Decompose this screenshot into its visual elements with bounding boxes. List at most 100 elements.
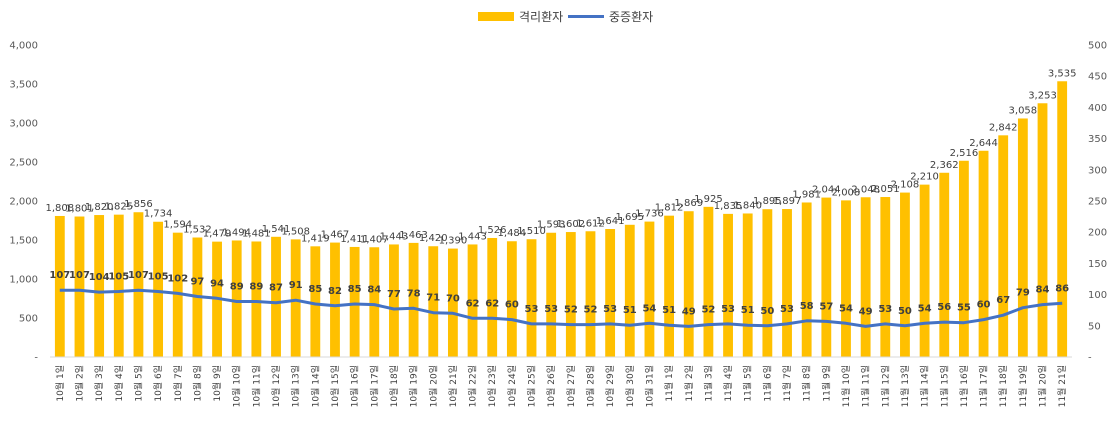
line-value-label: 86 bbox=[1055, 283, 1069, 294]
bar-value-label: 1,508 bbox=[281, 226, 310, 237]
bar-value-label: 1,812 bbox=[655, 203, 684, 214]
y-axis-left: - 500 1,000 1,500 2,000 2,500 3,000 3,500 4,000 bbox=[9, 41, 38, 364]
line-value-label: 78 bbox=[407, 288, 421, 299]
line-value-label: 53 bbox=[878, 304, 892, 315]
y-left-tick-label: 500 bbox=[19, 314, 38, 325]
bar-value-label: 1,443 bbox=[458, 231, 487, 242]
line-value-label: 52 bbox=[701, 305, 715, 316]
x-tick-label: 11월 20일 bbox=[1037, 365, 1049, 407]
bar bbox=[330, 242, 340, 357]
bar-value-label: 1,736 bbox=[635, 209, 664, 220]
line-value-label: 53 bbox=[721, 304, 735, 315]
y-left-tick-label: 3,500 bbox=[9, 80, 38, 91]
x-tick-label: 11월 16일 bbox=[958, 365, 970, 407]
line-value-label: 104 bbox=[89, 272, 110, 283]
bar-value-label: 1,641 bbox=[596, 216, 625, 227]
line-value-label: 94 bbox=[210, 278, 224, 289]
x-tick-label: 11월 13일 bbox=[899, 365, 911, 407]
x-tick-label: 10월 20일 bbox=[427, 365, 439, 407]
line-value-label: 62 bbox=[466, 298, 480, 309]
x-tick-label: 11월 19일 bbox=[1017, 365, 1029, 407]
bar-series bbox=[54, 81, 1068, 358]
legend-swatch-bar bbox=[478, 12, 514, 21]
line-value-label: 60 bbox=[977, 300, 991, 311]
bar-value-label: 1,411 bbox=[340, 234, 369, 245]
line-value-label: 54 bbox=[918, 303, 932, 314]
legend-label-bar: 격리환자 bbox=[519, 10, 563, 24]
bar-value-label: 1,820 bbox=[85, 202, 114, 213]
bar-value-label: 1,808 bbox=[46, 203, 75, 214]
bar-value-label: 1,895 bbox=[753, 196, 782, 207]
x-axis: 10월 1일 10월 2일 10월 3일 10월 4일 10월 5일 10월 6일 10월 … bbox=[50, 356, 1072, 407]
bar-value-label: 1,602 bbox=[557, 219, 586, 230]
line-value-label: 70 bbox=[446, 293, 460, 304]
x-tick-label: 10월 5일 bbox=[132, 365, 144, 402]
line-value-label: 49 bbox=[682, 306, 696, 317]
bar bbox=[94, 215, 105, 357]
x-tick-label: 10월 1일 bbox=[54, 365, 66, 402]
x-tick-label: 11월 21일 bbox=[1056, 365, 1068, 407]
y-left-tick-label: - bbox=[34, 353, 38, 364]
x-tick-label: 11월 6일 bbox=[761, 365, 773, 402]
bar-value-label: 1,526 bbox=[478, 225, 507, 236]
y-right-tick-label: 200 bbox=[1088, 228, 1107, 239]
bar-value-label: 1,840 bbox=[733, 200, 762, 211]
bar bbox=[644, 221, 655, 357]
x-tick-label: 10월 11일 bbox=[250, 365, 262, 407]
bar bbox=[742, 213, 753, 357]
x-tick-label: 10월 7일 bbox=[172, 365, 184, 402]
bar bbox=[153, 221, 164, 357]
bar-value-label: 3,253 bbox=[1028, 90, 1057, 101]
bar bbox=[54, 215, 65, 357]
line-value-label: 60 bbox=[505, 300, 519, 311]
bar-value-label: 2,842 bbox=[989, 122, 1018, 133]
bar bbox=[841, 200, 851, 357]
line-value-label: 84 bbox=[367, 285, 381, 296]
x-tick-label: 11월 3일 bbox=[702, 365, 714, 402]
line-value-label: 85 bbox=[348, 284, 362, 295]
line-value-label: 107 bbox=[49, 270, 70, 281]
bar bbox=[349, 246, 360, 357]
line-value-label: 84 bbox=[1036, 285, 1050, 296]
bar-value-label: 1,390 bbox=[439, 236, 468, 247]
y-left-tick-label: 1,000 bbox=[9, 275, 38, 286]
line-value-label: 62 bbox=[485, 298, 499, 309]
bar-value-label: 2,048 bbox=[851, 184, 880, 195]
line-value-label: 55 bbox=[957, 303, 971, 314]
x-tick-label: 10월 16일 bbox=[349, 365, 361, 407]
y-right-tick-label: 450 bbox=[1088, 72, 1107, 83]
line-value-label: 57 bbox=[819, 301, 833, 312]
bar bbox=[506, 241, 517, 357]
bar-value-label: 2,644 bbox=[969, 138, 998, 149]
bar bbox=[664, 215, 675, 357]
bar-value-label: 1,510 bbox=[517, 226, 546, 237]
y-axis-right: - 50 100 150 200 250 300 350 400 450 500 bbox=[1088, 41, 1107, 364]
line-value-label: 51 bbox=[623, 305, 637, 316]
legend-label-line: 중증환자 bbox=[609, 10, 653, 24]
bar-value-label: 1,612 bbox=[576, 218, 605, 229]
line-value-label: 53 bbox=[525, 304, 539, 315]
bar-value-label: 1,801 bbox=[65, 204, 94, 215]
line-value-label: 107 bbox=[69, 270, 90, 281]
x-tick-label: 10월 4일 bbox=[113, 365, 125, 402]
x-tick-label: 11월 12일 bbox=[879, 365, 891, 407]
y-right-tick-label: 50 bbox=[1088, 321, 1101, 332]
bar-value-label: 2,210 bbox=[910, 172, 939, 183]
x-tick-label: 10월 17일 bbox=[368, 365, 380, 407]
x-tick-label: 11월 8일 bbox=[801, 365, 813, 402]
bar bbox=[271, 236, 281, 357]
line-value-label: 51 bbox=[662, 305, 676, 316]
bar-value-label: 1,825 bbox=[104, 202, 133, 213]
bar bbox=[546, 232, 557, 357]
bar bbox=[723, 213, 733, 357]
bar-value-label: 2,516 bbox=[950, 148, 979, 159]
bar-value-label: 2,044 bbox=[812, 185, 841, 196]
y-right-tick-label: 250 bbox=[1088, 197, 1107, 208]
bar bbox=[389, 244, 399, 357]
bar bbox=[74, 216, 85, 357]
bar bbox=[1037, 103, 1048, 358]
bar bbox=[978, 150, 989, 357]
line-value-label: 71 bbox=[426, 293, 440, 304]
